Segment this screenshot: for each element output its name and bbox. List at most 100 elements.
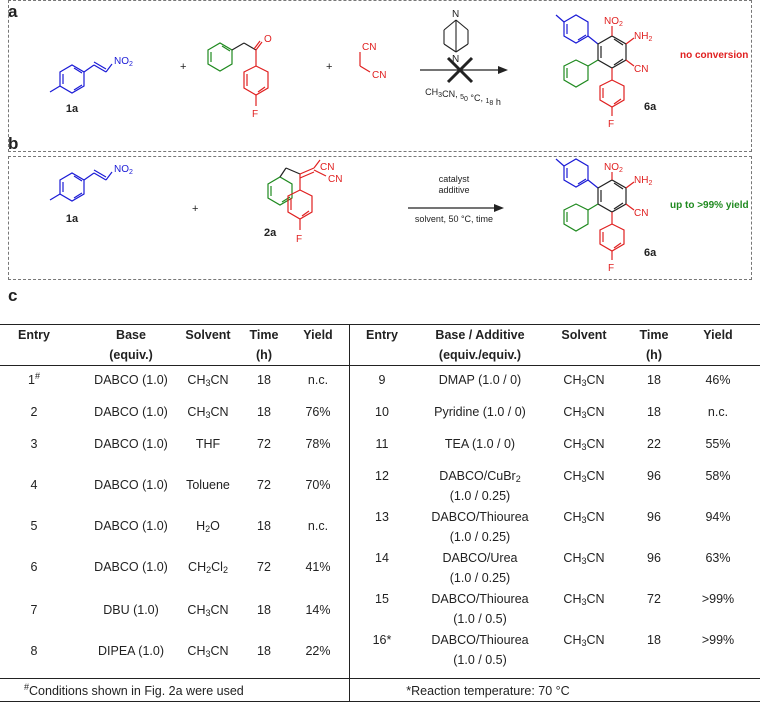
cell-solvent: CH3CN <box>187 405 229 420</box>
nitrile-label: CN <box>372 70 386 81</box>
cell-solvent: CH3CN <box>563 633 605 648</box>
compound-label-2a: 2a <box>264 227 277 239</box>
header-time-unit: (h) <box>256 348 272 362</box>
compound-2a-structure <box>267 159 327 230</box>
cell-entry: 13 <box>375 510 389 524</box>
cell-yield: 58% <box>705 469 731 483</box>
cell-solvent: Toluene <box>186 478 230 492</box>
cell-solvent: CH3CN <box>563 469 605 484</box>
cell-time: 96 <box>647 510 661 524</box>
compound-label-6a: 6a <box>644 247 657 259</box>
cell-equiv: (1.0 / 0.25) <box>449 530 511 544</box>
cell-yield: 14% <box>305 603 331 617</box>
amino-group-label: NH2 <box>634 175 652 187</box>
cell-base-additive: DABCO/Thiourea <box>431 510 529 524</box>
header-base-additive: Base / Additive <box>435 328 525 342</box>
compound-label-6a: 6a <box>644 101 657 113</box>
cell-yield: n.c. <box>307 373 329 387</box>
cell-time: 72 <box>257 437 271 451</box>
plus-sign: + <box>326 61 332 73</box>
cell-entry: 16* <box>372 633 392 647</box>
footnote-temperature: *Reaction temperature: 70 °C <box>406 684 570 698</box>
cell-solvent: CH3CN <box>563 437 605 452</box>
product-6a-structure-b <box>555 158 635 260</box>
cell-time: 96 <box>647 551 661 565</box>
cell-equiv: (1.0 / 0.25) <box>449 571 511 585</box>
cell-yield: 78% <box>305 437 331 451</box>
table-top-rule <box>0 324 760 325</box>
compound-label-1a: 1a <box>66 213 79 225</box>
nitrile-label: CN <box>328 174 342 185</box>
plus-sign: + <box>192 203 198 215</box>
result-no-conversion: no conversion <box>680 50 748 61</box>
cell-time: 18 <box>647 633 661 647</box>
condition-additive: additive <box>438 185 469 195</box>
cell-solvent: CH2Cl2 <box>188 560 228 575</box>
cell-time: 72 <box>647 592 661 606</box>
cell-entry: 7 <box>30 603 38 617</box>
cell-time: 72 <box>257 560 271 574</box>
header-base-unit: (equiv.) <box>109 348 153 362</box>
cell-solvent: THF <box>195 437 221 451</box>
nitrile-label: CN <box>634 208 648 219</box>
table-bottom-rule <box>0 678 760 679</box>
compound-label-1a: 1a <box>66 103 79 115</box>
cell-yield: >99% <box>701 592 735 606</box>
ketone-structure <box>207 40 269 106</box>
dabco-nitrogen-label: N <box>452 9 459 20</box>
cell-solvent: CH3CN <box>563 551 605 566</box>
cell-yield: 76% <box>305 405 331 419</box>
cell-solvent: CH3CN <box>187 373 229 388</box>
cell-equiv: (1.0 / 0.25) <box>449 489 511 503</box>
cell-time: 18 <box>257 519 271 533</box>
cell-entry: 11 <box>375 437 389 451</box>
cell-yield: 46% <box>705 373 731 387</box>
cell-yield: 41% <box>305 560 331 574</box>
header-yield: Yield <box>703 328 733 342</box>
malononitrile-structure <box>359 52 371 73</box>
cell-base-additive: DABCO/Thiourea <box>431 592 529 606</box>
header-base: Base <box>116 328 146 342</box>
cell-base-additive: Pyridine (1.0 / 0) <box>434 405 526 419</box>
cell-solvent: CH3CN <box>187 644 229 659</box>
amino-group-label: NH2 <box>634 31 652 43</box>
cell-entry: 3 <box>30 437 38 451</box>
cell-entry: 6 <box>30 560 38 574</box>
fluorine-label: F <box>252 109 258 120</box>
header-entry: Entry <box>18 328 50 342</box>
cell-yield: 22% <box>305 644 331 658</box>
table-column-divider <box>349 324 350 701</box>
cell-base: DABCO (1.0) <box>94 405 168 419</box>
cell-base: DABCO (1.0) <box>94 373 168 387</box>
dabco-structure <box>443 19 469 53</box>
nitro-group-label: NO2 <box>114 164 133 176</box>
header-yield: Yield <box>303 328 333 342</box>
cell-base: DABCO (1.0) <box>94 437 168 451</box>
panel-label-a: a <box>8 2 18 21</box>
cell-entry: 5 <box>30 519 38 533</box>
cell-base: DBU (1.0) <box>103 603 159 617</box>
header-time: Time <box>639 328 669 342</box>
footnote-conditions: #Conditions shown in Fig. 2a were used <box>24 682 244 699</box>
dabco-nitrogen-label: N <box>452 54 459 65</box>
cell-entry: 9 <box>378 373 386 387</box>
cell-entry: 12 <box>375 469 389 483</box>
condition-catalyst: catalyst <box>439 174 470 184</box>
panel-label-b: b <box>8 134 19 153</box>
cell-solvent: H2O <box>196 519 220 534</box>
cell-entry: 14 <box>375 551 389 565</box>
header-time-unit: (h) <box>646 348 662 362</box>
header-entry: Entry <box>366 328 398 342</box>
cell-yield: n.c. <box>307 519 329 533</box>
header-base-additive-unit: (equiv./equiv.) <box>438 348 522 362</box>
header-time: Time <box>249 328 279 342</box>
cell-solvent: CH3CN <box>563 592 605 607</box>
cell-base: DABCO (1.0) <box>94 560 168 574</box>
cell-time: 18 <box>257 644 271 658</box>
cell-solvent: CH3CN <box>563 405 605 420</box>
cell-entry: 8 <box>30 644 38 658</box>
nitrostyrene-1a-structure <box>49 169 113 202</box>
cell-time: 96 <box>647 469 661 483</box>
cell-entry: 15 <box>375 592 389 606</box>
cell-time: 18 <box>257 603 271 617</box>
